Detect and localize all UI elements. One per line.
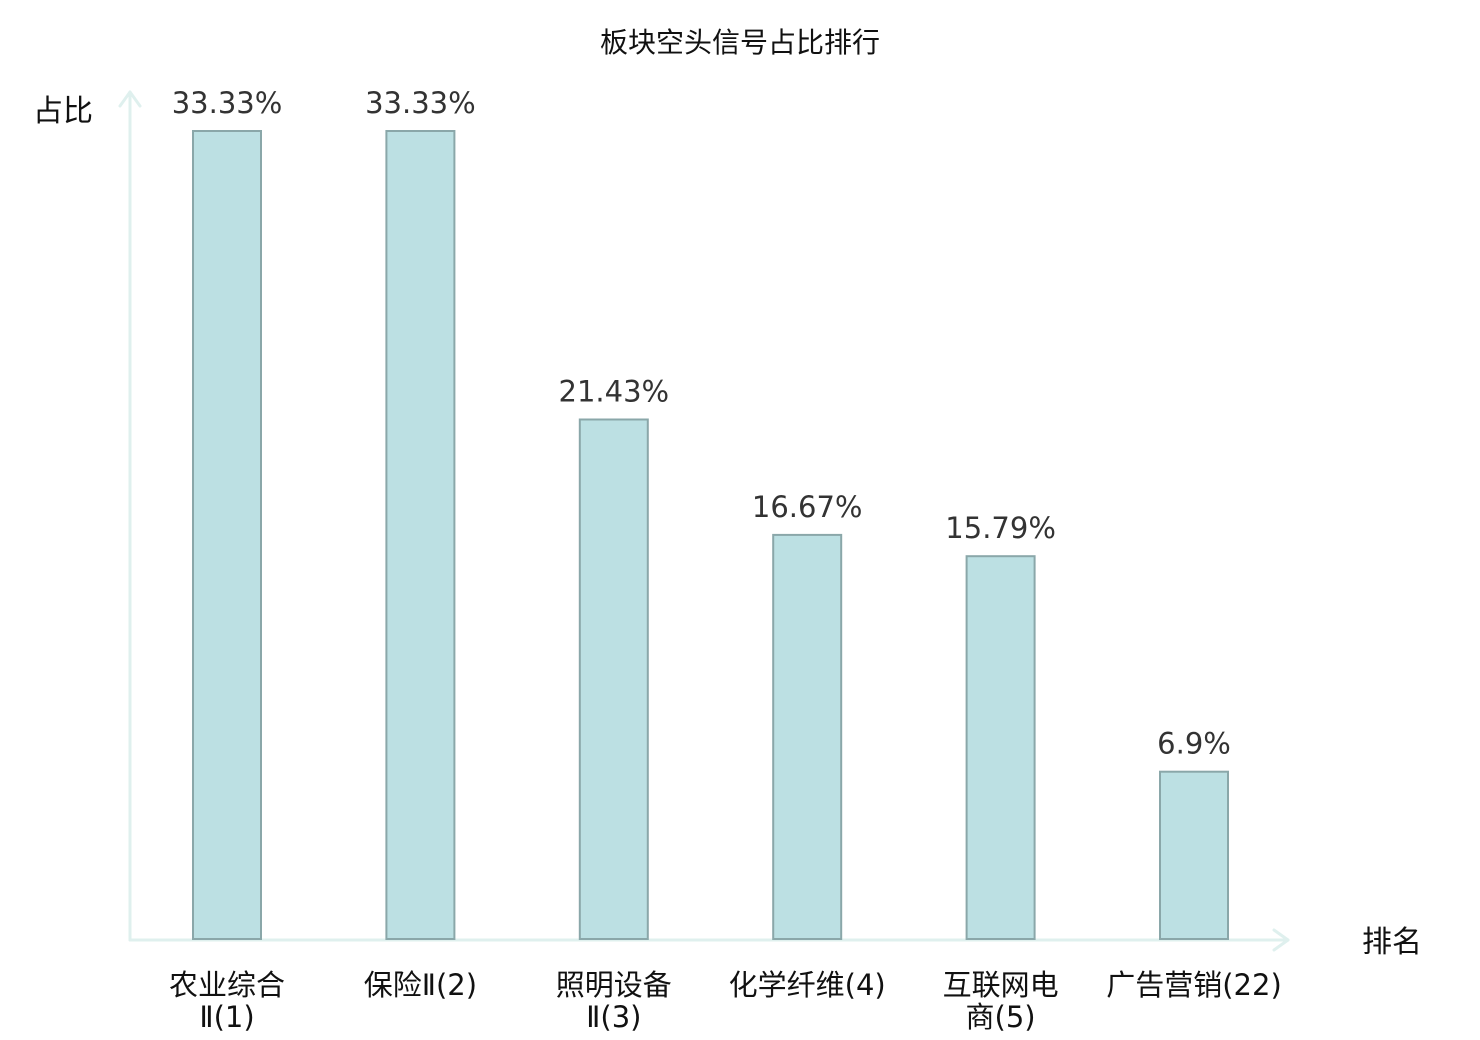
value-labels: 33.33% 33.33% 21.43% 16.67% 15.79% 6.9%: [172, 86, 1231, 761]
category-label-line: 商(5): [966, 1000, 1036, 1034]
category-label-line: Ⅱ(1): [199, 1000, 254, 1034]
bar: [385, 130, 456, 940]
category-label-line: 农业综合: [169, 968, 285, 1002]
y-axis-label: 占比: [33, 94, 93, 129]
y-axis-arrow-icon: [118, 90, 142, 108]
category-label-line: 保险Ⅱ(2): [364, 968, 477, 1002]
bar-value-label: 33.33%: [172, 86, 283, 120]
chart-title: 板块空头信号占比排行: [600, 26, 880, 59]
bars: [192, 130, 1229, 941]
category-label: 广告营销(22): [1106, 968, 1282, 1002]
bar-value-label: 6.9%: [1157, 727, 1231, 761]
bar: [192, 130, 262, 940]
bar: [772, 533, 843, 941]
category-labels: 农业综合 Ⅱ(1) 保险Ⅱ(2) 照明设备 Ⅱ(3) 化学纤维(4) 互联网电商(5) 广告营…: [169, 968, 1282, 1034]
x-axis: [128, 928, 1290, 952]
bar-value-label: 33.33%: [365, 86, 476, 120]
category-label: 保险Ⅱ(2): [364, 968, 477, 1002]
category-label-line: 互联网电: [943, 968, 1059, 1002]
bar-value-label: 21.43%: [559, 375, 670, 409]
bar: [965, 555, 1036, 940]
category-label-line: 化学纤维(4): [729, 968, 886, 1002]
bar: [1159, 770, 1229, 941]
category-label: 化学纤维(4): [729, 968, 886, 1002]
category-label: 农业综合 Ⅱ(1): [169, 968, 285, 1034]
category-label-line: Ⅱ(3): [586, 1000, 641, 1034]
bar-value-label: 15.79%: [945, 511, 1056, 545]
bar: [578, 418, 649, 940]
category-label-line: 广告营销(22): [1106, 968, 1282, 1002]
x-axis-arrow-icon: [1272, 928, 1290, 952]
x-axis-label: 排名: [1362, 925, 1422, 960]
bar-value-label: 16.67%: [752, 490, 863, 524]
category-label: 照明设备 Ⅱ(3): [556, 968, 672, 1034]
category-label-line: 照明设备: [556, 968, 672, 1002]
category-label: 互联网电商(5): [943, 968, 1059, 1034]
y-axis: [118, 90, 142, 942]
